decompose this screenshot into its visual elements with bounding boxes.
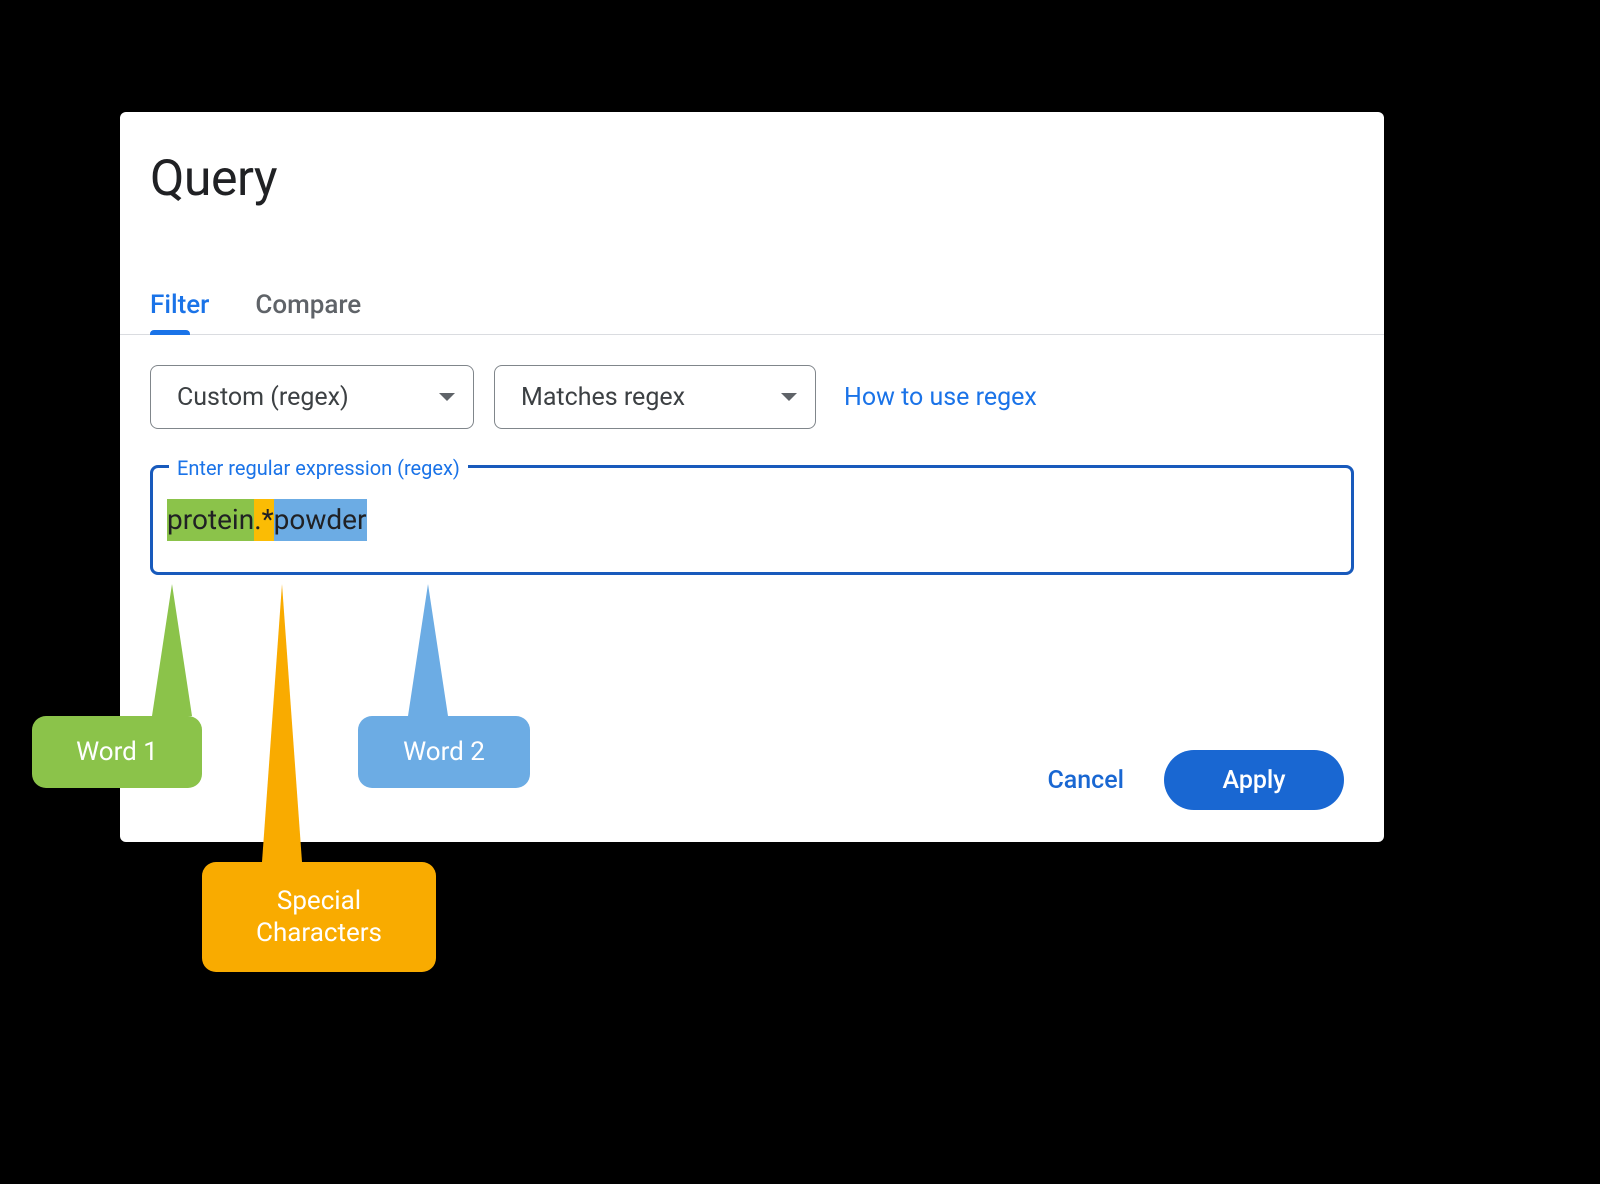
filter-type-dropdown[interactable]: Custom (regex): [150, 365, 474, 429]
callout-tail-icon: [262, 584, 302, 862]
regex-input-value: protein.*powder: [167, 499, 367, 541]
callout-tail-icon: [152, 584, 192, 716]
annotation-word2: Word 2: [358, 716, 530, 788]
annotation-word1: Word 1: [32, 716, 202, 788]
regex-special: .*: [254, 499, 273, 541]
annotation-word1-label: Word 1: [76, 736, 158, 769]
help-link[interactable]: How to use regex: [844, 383, 1037, 412]
regex-input-label: Enter regular expression (regex): [169, 456, 468, 480]
tab-compare[interactable]: Compare: [255, 290, 361, 334]
filter-controls: Custom (regex) Matches regex How to use …: [120, 365, 1384, 429]
regex-word1: protein: [167, 499, 254, 541]
cancel-button[interactable]: Cancel: [1037, 750, 1134, 810]
tab-list: Filter Compare: [120, 290, 1384, 335]
annotation-special-label: Special Characters: [256, 885, 382, 950]
chevron-down-icon: [439, 393, 455, 401]
annotation-special: Special Characters: [202, 862, 436, 972]
regex-input[interactable]: Enter regular expression (regex) protein…: [150, 465, 1354, 575]
dialog-actions: Cancel Apply: [1037, 750, 1344, 810]
filter-type-value: Custom (regex): [177, 383, 349, 412]
chevron-down-icon: [781, 393, 797, 401]
dialog-title: Query: [120, 150, 1384, 208]
annotation-word2-label: Word 2: [403, 736, 485, 769]
regex-word2: powder: [274, 499, 367, 541]
apply-button[interactable]: Apply: [1164, 750, 1344, 810]
match-type-value: Matches regex: [521, 383, 685, 412]
tab-filter[interactable]: Filter: [150, 290, 209, 334]
query-dialog: Query Filter Compare Custom (regex) Matc…: [120, 112, 1384, 842]
callout-tail-icon: [408, 584, 448, 716]
match-type-dropdown[interactable]: Matches regex: [494, 365, 816, 429]
